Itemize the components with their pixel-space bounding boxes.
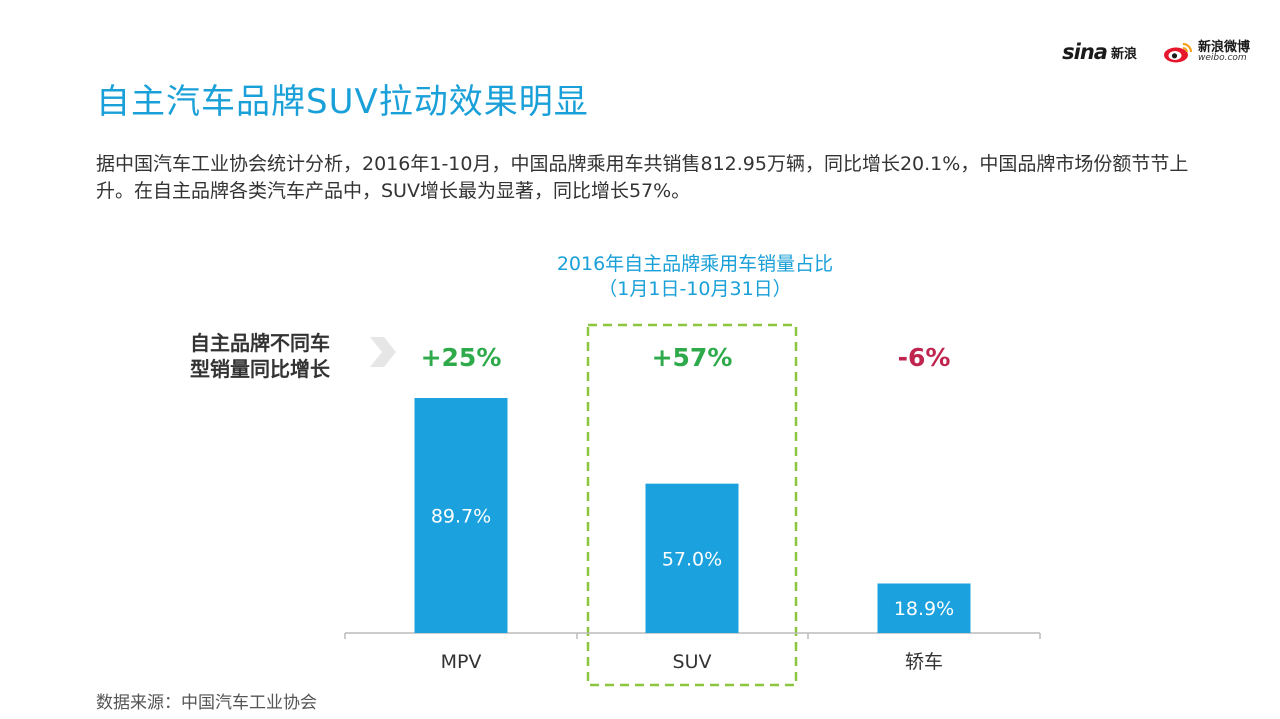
bar-value-label: 89.7% <box>431 505 491 527</box>
sina-logo-mark: sina <box>1062 40 1108 64</box>
growth-label: +25% <box>421 343 502 372</box>
bar-value-label: 57.0% <box>662 548 722 570</box>
growth-row-label: 自主品牌不同车 型销量同比增长 <box>150 330 330 382</box>
page-title: 自主汽车品牌SUV拉动效果明显 <box>96 82 589 122</box>
bar-轿车 <box>877 583 971 633</box>
x-tick-label: MPV <box>441 651 482 673</box>
x-tick-label: SUV <box>673 651 712 673</box>
weibo-logo-domain: weibo.com <box>1197 53 1247 63</box>
intro-paragraph: 据中国汽车工业协会统计分析，2016年1-10月，中国品牌乘用车共销售812.9… <box>96 153 1189 202</box>
bar-value-label: 18.9% <box>894 598 954 620</box>
growth-row-label-line1: 自主品牌不同车 <box>190 331 330 355</box>
chart-title: 2016年自主品牌乘用车销量占比 <box>556 253 834 275</box>
sina-logo[interactable]: sina 新浪 <box>1062 40 1137 64</box>
logos: sina 新浪 新浪微博 weibo.com <box>1062 40 1250 64</box>
chart-title-block: 2016年自主品牌乘用车销量占比 （1月1日-10月31日） <box>350 252 1040 302</box>
sina-logo-text: 新浪 <box>1110 46 1137 62</box>
bar-suv <box>645 483 739 633</box>
weibo-logo-text: 新浪微博 <box>1197 40 1250 55</box>
chevron-right-icon <box>370 337 396 367</box>
bar-mpv <box>414 397 508 633</box>
weibo-logo[interactable]: 新浪微博 weibo.com <box>1163 41 1250 63</box>
x-tick-label: 轿车 <box>905 651 943 673</box>
growth-label: +57% <box>652 343 733 372</box>
growth-label: -6% <box>898 343 951 372</box>
data-source: 数据来源：中国汽车工业协会 <box>96 693 317 713</box>
weibo-eye-icon <box>1163 42 1193 63</box>
chart-subtitle: （1月1日-10月31日） <box>598 278 792 300</box>
growth-row-label-line2: 型销量同比增长 <box>190 357 330 381</box>
